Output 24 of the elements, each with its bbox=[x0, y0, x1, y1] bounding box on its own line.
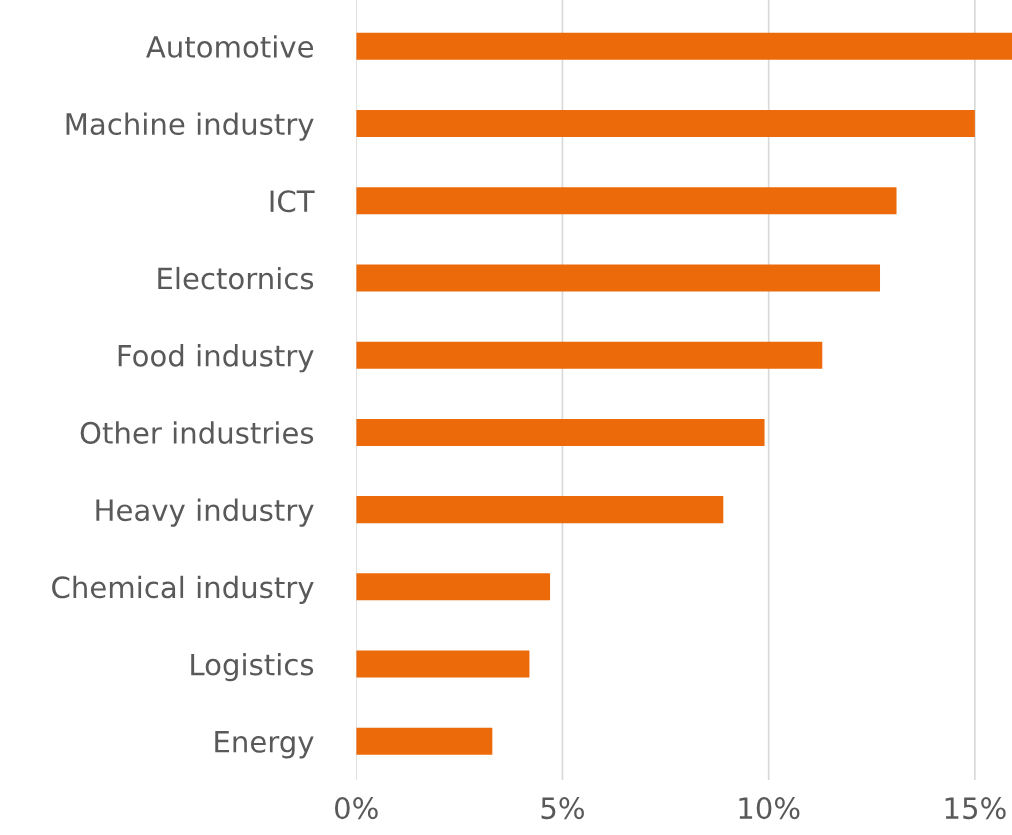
bar bbox=[356, 573, 551, 601]
bar bbox=[356, 650, 530, 678]
x-tick-label: 15% bbox=[945, 797, 1006, 820]
y-tick-label: Machine industry bbox=[66, 112, 314, 141]
y-tick-label: Chemical industry bbox=[52, 575, 314, 604]
bar bbox=[356, 418, 765, 446]
bar bbox=[356, 264, 881, 292]
x-tick-label: 5% bbox=[541, 797, 584, 820]
bar bbox=[356, 187, 897, 215]
y-tick-label: Other industries bbox=[80, 421, 314, 444]
y-tick-label: Heavy industry bbox=[96, 498, 314, 527]
bar bbox=[356, 727, 493, 755]
y-tick-label: Electornics bbox=[158, 266, 314, 290]
bar bbox=[356, 110, 975, 138]
y-tick-label: ICT bbox=[270, 190, 315, 213]
bar bbox=[356, 496, 724, 524]
bar bbox=[356, 341, 823, 369]
y-tick-label: Automotive bbox=[146, 35, 314, 58]
y-tick-label: Logistics bbox=[191, 652, 314, 682]
y-tick-label: Energy bbox=[215, 731, 314, 759]
x-tick-label: 0% bbox=[335, 797, 378, 820]
bar bbox=[356, 32, 1012, 60]
y-tick-label: Food industry bbox=[118, 344, 314, 373]
x-tick-label: 10% bbox=[739, 797, 800, 820]
